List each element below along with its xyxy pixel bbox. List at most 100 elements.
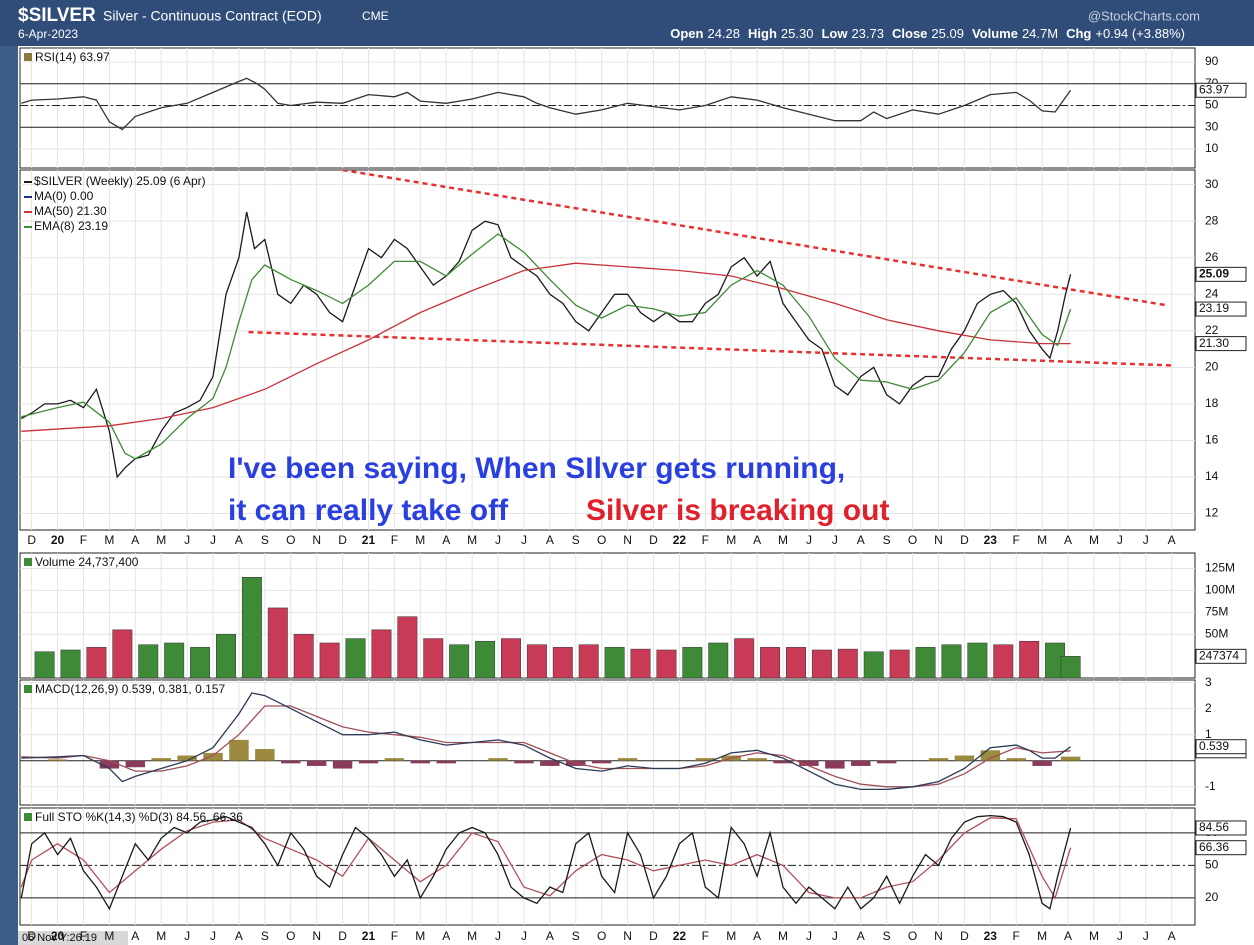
- histogram-bar: [980, 750, 1001, 761]
- volume-bar: [190, 647, 211, 678]
- y-tick-label: 24: [1205, 286, 1219, 300]
- x-tick-label: S: [883, 929, 891, 943]
- histogram-bar: [281, 760, 301, 764]
- quote-value: +0.94 (+3.88%): [1095, 26, 1185, 41]
- symbol: $SILVER: [18, 5, 96, 26]
- series-line: [21, 77, 1072, 131]
- x-tick-label: A: [235, 533, 243, 547]
- x-tick-label: D: [27, 533, 36, 547]
- x-tick-label: M: [104, 929, 114, 943]
- x-tick-label: N: [312, 929, 321, 943]
- end-label-box: [1195, 820, 1247, 836]
- quote-value: 25.30: [781, 26, 814, 41]
- volume-bar: [449, 644, 470, 678]
- histogram-bar: [255, 749, 275, 761]
- x-tick-label: F: [1013, 929, 1020, 943]
- x-tick-label: F: [1013, 533, 1020, 547]
- annotation: it can really take off: [228, 494, 509, 527]
- histogram-bar: [384, 758, 405, 761]
- x-tick-label: A: [131, 533, 139, 547]
- plot: [20, 814, 1072, 911]
- volume-bar: [293, 633, 314, 678]
- volume-bar: [760, 647, 781, 678]
- x-tick-label: M: [156, 533, 166, 547]
- volume-bar: [241, 577, 262, 678]
- x-tick-label: D: [27, 929, 36, 943]
- end-label-box: [1195, 336, 1247, 352]
- histogram-bar: [151, 758, 171, 761]
- x-tick-label: A: [131, 929, 139, 943]
- volume-bar: [475, 640, 496, 678]
- x-tick-label: M: [726, 533, 736, 547]
- instrument-name: Silver - Continuous Contract (EOD): [103, 8, 322, 24]
- y-tick-label: 50: [1205, 98, 1219, 112]
- histogram-bar: [1006, 758, 1026, 761]
- volume-bar: [397, 616, 418, 678]
- x-tick-label: A: [1168, 533, 1176, 547]
- x-tick-label: A: [546, 533, 554, 547]
- quote-label: Chg: [1066, 26, 1091, 41]
- x-tick-label: N: [312, 533, 321, 547]
- end-label: 63.97: [1199, 82, 1229, 96]
- x-tick-label: S: [261, 929, 269, 943]
- plot: [21, 692, 1081, 791]
- y-tick-label: 10: [1205, 141, 1219, 155]
- volume-bar: [682, 647, 703, 678]
- x-tick-label: N: [623, 533, 632, 547]
- exchange: CME: [362, 9, 389, 23]
- x-tick-label: S: [572, 929, 580, 943]
- x-tick-label: D: [338, 533, 347, 547]
- x-tick-label: A: [442, 533, 450, 547]
- x-tick-label: A: [857, 533, 865, 547]
- x-tick-label: M: [156, 929, 166, 943]
- x-tick-label: M: [104, 533, 114, 547]
- x-tick-label: N: [623, 929, 632, 943]
- x-tick-label: 21: [362, 533, 376, 547]
- x-tick-label: M: [415, 533, 425, 547]
- end-label: 21.30: [1199, 336, 1229, 350]
- legend-entry: MA(50) 21.30: [34, 204, 107, 218]
- histogram-bar: [591, 760, 612, 764]
- y-tick-label: 2: [1205, 701, 1212, 715]
- panel-frame: [19, 47, 1196, 169]
- histogram-bar: [1060, 756, 1081, 761]
- series-line: [21, 233, 1072, 460]
- x-tick-label: F: [80, 533, 87, 547]
- x-tick-label: O: [597, 533, 606, 547]
- volume-bar: [915, 647, 936, 678]
- header-band: [0, 0, 1254, 46]
- volume-bar: [993, 644, 1014, 678]
- series-line: [20, 817, 1072, 900]
- x-tick-label: O: [286, 929, 295, 943]
- x-tick-label: 22: [673, 929, 687, 943]
- volume-bar: [526, 644, 547, 678]
- volume-bar: [423, 638, 444, 678]
- histogram-bar: [825, 760, 845, 769]
- x-tick-label: F: [702, 929, 709, 943]
- x-tick-label: M: [726, 929, 736, 943]
- panel: 12 14 16 18 20 22 24 26 28 30 25.09 21.30 23.19 $SILV…: [19, 169, 1247, 531]
- y-tick-label: 1: [1205, 727, 1212, 741]
- y-tick-label: 100M: [1205, 583, 1235, 597]
- quote-value: 25.09: [931, 26, 964, 41]
- volume-bar: [60, 649, 81, 678]
- y-tick-label: 125M: [1205, 561, 1235, 575]
- x-tick-label: J: [495, 533, 501, 547]
- volume-bar: [86, 647, 107, 678]
- histogram-bar: [773, 760, 793, 764]
- y-tick-label: 16: [1205, 433, 1219, 447]
- volume-bar: [967, 642, 988, 678]
- x-tick-label: J: [806, 533, 812, 547]
- x-tick-label: 20: [51, 533, 65, 547]
- volume-bar: [1060, 656, 1081, 678]
- volume-bar: [552, 647, 573, 678]
- y-tick-label: 50M: [1205, 626, 1228, 640]
- x-tick-label: F: [702, 533, 709, 547]
- x-tick-label: A: [857, 929, 865, 943]
- y-tick-label: 50: [1205, 858, 1219, 872]
- plot: [21, 77, 1072, 131]
- histogram-bar: [540, 760, 560, 766]
